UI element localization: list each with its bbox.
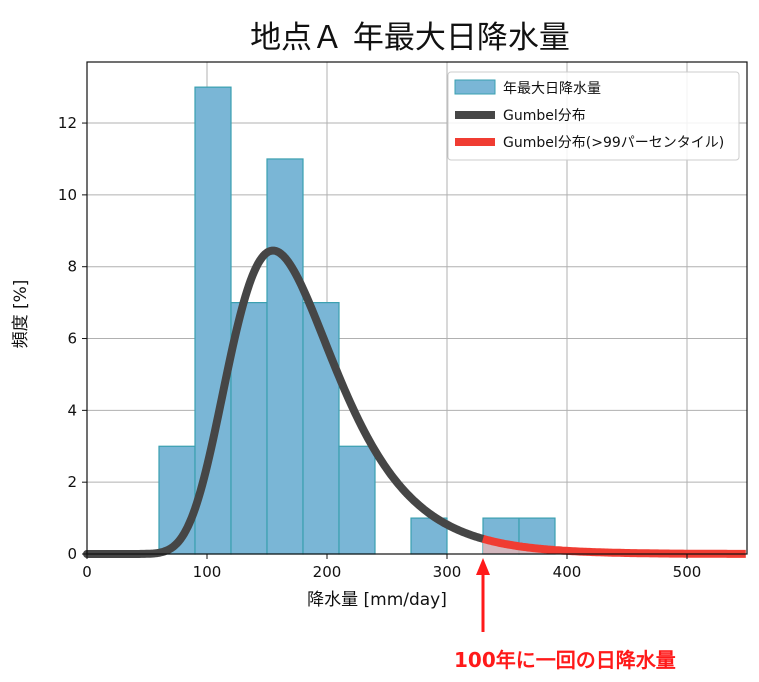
x-tick-label: 100 xyxy=(193,563,222,581)
x-axis-label: 降水量 [mm/day] xyxy=(307,590,447,610)
x-tick-label: 400 xyxy=(553,563,582,581)
y-tick-label: 4 xyxy=(67,401,77,419)
y-ticks: 0 2 4 6 8 10 12 xyxy=(58,114,87,563)
histogram-bar xyxy=(158,445,196,555)
histogram-bar xyxy=(338,445,376,555)
annotation-arrow-head xyxy=(476,558,490,575)
x-tick-label: 500 xyxy=(673,563,702,581)
y-tick-label: 6 xyxy=(67,330,77,348)
legend-label-gumbel-tail: Gumbel分布(>99パーセンタイル) xyxy=(503,135,724,151)
x-tick-label: 200 xyxy=(313,563,342,581)
x-ticks: 0 100 200 300 400 500 xyxy=(82,554,701,581)
y-tick-label: 0 xyxy=(67,545,77,563)
legend-label-gumbel: Gumbel分布 xyxy=(503,108,586,124)
plot-frame xyxy=(86,61,748,555)
histogram-bars xyxy=(158,86,556,555)
legend-label-histogram: 年最大日降水量 xyxy=(503,81,601,97)
x-tick-label: 300 xyxy=(433,563,462,581)
chart-title: 地点Ａ 年最大日降水量 xyxy=(250,20,570,56)
annotation-text: 100年に一回の日降水量 xyxy=(454,648,676,672)
legend-box xyxy=(447,71,740,161)
x-tick-label: 0 xyxy=(82,563,92,581)
y-tick-label: 10 xyxy=(58,186,77,204)
y-tick-label: 12 xyxy=(58,114,77,132)
y-axis-label: 頻度 [%] xyxy=(11,280,31,349)
legend-swatch-histogram xyxy=(454,79,496,95)
annotation: 100年に一回の日降水量 xyxy=(454,558,676,672)
histogram-bar xyxy=(302,302,340,555)
histogram-bar xyxy=(266,158,304,555)
legend: 年最大日降水量 Gumbel分布 Gumbel分布(>99パーセンタイル) xyxy=(447,71,740,161)
y-tick-label: 2 xyxy=(67,473,77,491)
y-tick-label: 8 xyxy=(67,258,77,276)
